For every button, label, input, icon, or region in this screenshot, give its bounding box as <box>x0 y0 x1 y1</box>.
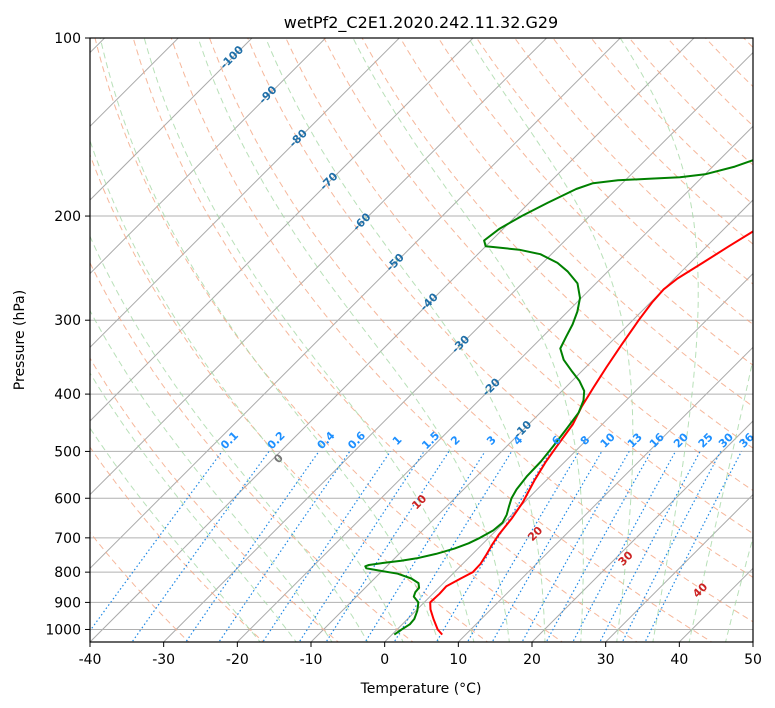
isotherm-line <box>90 38 253 201</box>
mixing-ratio-line <box>621 451 722 642</box>
isotherm-line <box>604 493 753 642</box>
moist-adiabat-line <box>352 38 584 642</box>
mixing-ratio-line <box>218 451 351 642</box>
y-tick-label: 700 <box>54 531 81 547</box>
x-tick-label: -10 <box>300 652 323 668</box>
moist-adiabat-line <box>265 38 546 642</box>
moist-adiabat-line <box>90 309 333 642</box>
dry-adiabat-line <box>514 38 753 285</box>
isotherm-line <box>310 199 753 642</box>
x-tick-label: -20 <box>226 652 249 668</box>
moist-adiabat-line <box>725 535 753 642</box>
temperature-line <box>429 230 753 636</box>
isotherm-line <box>90 38 474 422</box>
dry-adiabat-line <box>90 446 265 642</box>
isotherm-line <box>236 125 753 642</box>
mixing-ratio-line <box>262 451 391 642</box>
mixing-ratio-line <box>298 451 425 642</box>
moist-adiabat-line <box>143 38 475 642</box>
mixing-ratio-line <box>364 451 486 642</box>
plot-frame <box>89 37 754 643</box>
y-tick-label: 900 <box>54 595 81 611</box>
dry-adiabat-line <box>94 38 564 642</box>
axes: -40 -30 -20 -10 0 10 20 30 40 50 1000 900 800 700 600 5… <box>45 31 762 668</box>
dry-adiabat-line <box>90 357 340 642</box>
x-tick-label: 20 <box>523 652 541 668</box>
moist-adiabat-line <box>90 427 261 642</box>
moist-adiabat-line <box>90 235 369 642</box>
y-axis-title: Pressure (hPa) <box>12 290 28 390</box>
mixing-ratio-line <box>572 451 677 642</box>
y-tick-label: 200 <box>54 209 81 225</box>
y-tick-label: 600 <box>54 491 81 507</box>
moist-adiabat-line <box>688 356 753 642</box>
dry-adiabat-line <box>90 153 489 642</box>
mixing-ratio-line <box>90 451 223 632</box>
mixing-ratio-line <box>545 451 652 642</box>
moist-adiabat-line <box>467 38 634 642</box>
isotherm-line <box>752 641 753 642</box>
x-axis-title: Temperature (°C) <box>360 681 482 697</box>
dry-adiabat-line <box>208 38 753 623</box>
y-tick-label: 100 <box>54 31 81 47</box>
isotherm-line <box>162 51 753 642</box>
isotherm-line <box>457 346 753 642</box>
x-tick-label: 10 <box>449 652 467 668</box>
mixing-ratio-line <box>435 451 552 642</box>
y-tick-label: 1000 <box>45 622 81 638</box>
x-tick-label: 40 <box>670 652 688 668</box>
y-tick-label: 800 <box>54 565 81 581</box>
dry-adiabat-line <box>769 25 775 645</box>
isotherm-line <box>90 38 622 570</box>
moist-adiabat-line <box>99 38 440 642</box>
isotherm-line <box>383 272 753 642</box>
mixing-ratio-line <box>325 451 450 642</box>
y-tick-label: 500 <box>54 444 81 460</box>
mixing-ratio-line <box>185 451 320 642</box>
moist-adiabat-line <box>90 372 297 642</box>
dry-adiabat-line <box>90 261 414 642</box>
isotherm-line <box>90 38 327 275</box>
x-tick-label: 0 <box>380 652 389 668</box>
x-tick-label: 50 <box>744 652 762 668</box>
y-tick-label: 400 <box>54 387 81 403</box>
y-tick-label: 300 <box>54 313 81 329</box>
mixing-ratio-line <box>393 451 513 642</box>
chart-title: wetPf2_C2E1.2020.242.11.32.G29 <box>284 13 558 33</box>
plot-background <box>90 38 753 642</box>
background-lines <box>90 25 775 645</box>
x-tick-label: 30 <box>597 652 615 668</box>
mixing-ratio-line <box>131 451 270 642</box>
isotherm-line <box>90 38 548 496</box>
x-tick-label: -40 <box>79 652 102 668</box>
mixing-ratio-line <box>466 451 580 642</box>
moist-adiabat-line <box>90 139 404 642</box>
moist-adiabat-line <box>197 38 510 642</box>
dry-adiabat-line <box>132 38 638 642</box>
x-tick-label: -30 <box>152 652 175 668</box>
isotherm-line <box>531 420 753 642</box>
mixing-ratio-line <box>599 451 701 642</box>
profile-lines <box>364 159 753 636</box>
moist-adiabat-line <box>619 38 699 642</box>
dewpoint-line <box>364 159 753 636</box>
isotherm-line <box>90 38 695 642</box>
